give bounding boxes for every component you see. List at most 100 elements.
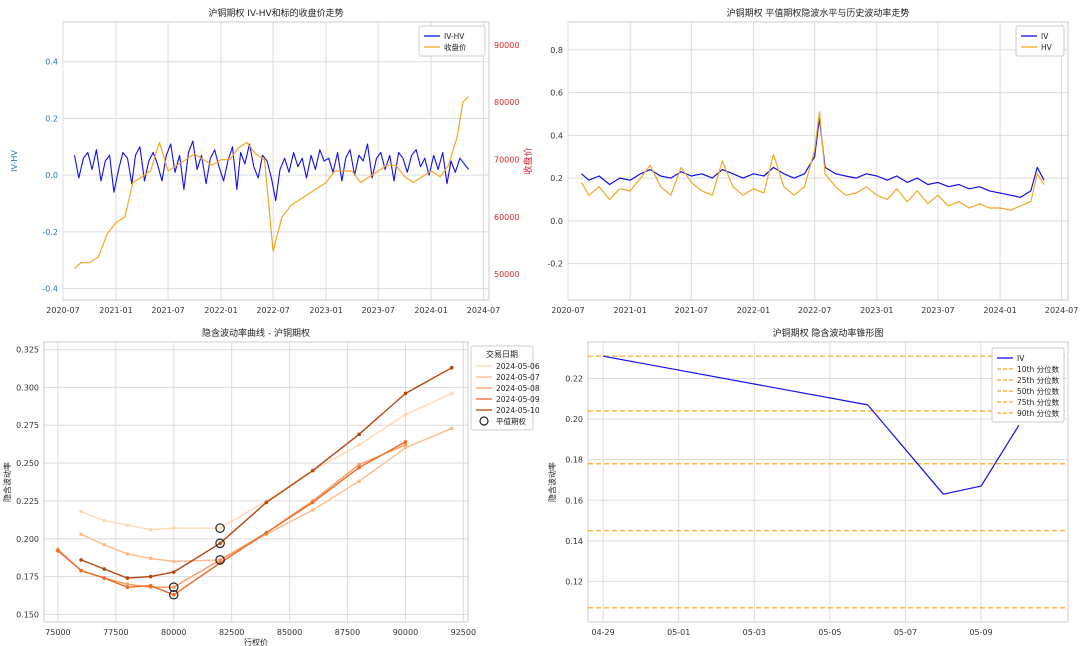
legend-label: 2024-05-08 (496, 384, 540, 393)
y2-tick-label: 90000 (494, 41, 519, 50)
series-hv-line (580, 111, 1045, 211)
y-tick-label: 0.18 (565, 456, 583, 465)
y-tick-label: -0.2 (547, 260, 563, 269)
smile-point (79, 568, 83, 573)
y2-tick-label: 60000 (494, 213, 519, 222)
legend-box (1015, 25, 1065, 57)
y-axis-label: IV-HV (10, 150, 19, 172)
smile-point (125, 585, 130, 589)
y-tick-label: 0.0 (550, 217, 563, 226)
legend-label: IV (1017, 354, 1025, 363)
x-tick-label: 2020-07 (46, 306, 79, 315)
x-tick-label: 2023-07 (361, 306, 394, 315)
smile-point (79, 532, 83, 537)
series-iv-hv-line (73, 140, 470, 202)
smile-point (264, 530, 269, 535)
y-tick-label: 0.2 (45, 114, 58, 123)
series-iv-line (602, 355, 1020, 495)
legend-box (470, 345, 534, 431)
legend-label: 平值期权 (496, 416, 526, 426)
x-tick-label: 2024-07 (467, 306, 500, 315)
legend-label: 收盘价 (444, 42, 467, 52)
x-tick-label: 90000 (393, 628, 418, 637)
smile-point (125, 582, 130, 586)
smile-point (218, 558, 222, 562)
smile-point (310, 468, 315, 473)
legend-box (418, 25, 486, 57)
y-tick-label: 0.6 (550, 89, 563, 98)
x-axis-label: 行权价 (244, 637, 268, 646)
plot-area (43, 341, 469, 623)
smile-point (148, 527, 153, 532)
plot-area (567, 21, 1069, 301)
smile-point (148, 583, 153, 588)
smile-point (449, 426, 454, 431)
smile-point (148, 556, 153, 561)
x-tick-label: 05-05 (818, 628, 841, 637)
panel-iv-hv-price: 沪铜期权 IV-HV和标的收盘价走势 2020-07 2021-01 2021-07 2… (10, 7, 534, 315)
x-tick-label: 2022-07 (256, 306, 289, 315)
y-tick-label: 0.0 (45, 171, 58, 180)
y-tick-label: 0.175 (16, 573, 39, 582)
panel-iv-smile: 隐含波动率曲线 - 沪铜期权 75000 77500 80000 82500 85000 8… (2, 327, 540, 646)
smile-point (403, 412, 408, 417)
y-tick-label: 0.16 (565, 496, 583, 505)
smile-point (218, 526, 222, 530)
atm-marker (215, 523, 225, 533)
y2-tick-label: 70000 (494, 156, 519, 165)
smile-point (310, 500, 315, 505)
plot-area (587, 341, 1069, 623)
y2-tick-label: 50000 (494, 270, 519, 279)
atm-marker (168, 589, 179, 600)
smile-point (125, 523, 130, 527)
y-tick-label: 0.20 (565, 415, 583, 424)
x-tick-label: 80000 (161, 628, 186, 637)
legend-label: IV (1041, 32, 1049, 41)
atm-marker (168, 582, 179, 592)
legend-label: 2024-05-10 (496, 406, 540, 415)
smile-point (403, 391, 408, 396)
series-close-price-line (74, 96, 470, 269)
x-tick-label: 2024-01 (983, 306, 1016, 315)
smile-point (357, 479, 361, 484)
y-tick-label: 0.2 (550, 174, 563, 183)
legend-label: 10th 分位数 (1017, 364, 1060, 374)
x-tick-label: 05-01 (667, 628, 690, 637)
x-tick-label: 05-07 (894, 628, 917, 637)
x-tick-label: 04-29 (591, 628, 614, 637)
smile-point (357, 465, 361, 470)
smile-point (79, 558, 83, 562)
y-tick-label: 0.22 (565, 375, 583, 384)
smile-point (125, 576, 130, 580)
smile-point (125, 552, 130, 556)
y-tick-label: 0.225 (16, 497, 39, 506)
y2-axis-label: 收盘价 (522, 147, 534, 174)
legend-marker (479, 416, 489, 426)
legend-label: 50th 分位数 (1017, 386, 1060, 396)
x-tick-label: 75000 (45, 628, 70, 637)
y-tick-label: 0.8 (550, 46, 563, 55)
x-tick-label: 82500 (219, 628, 244, 637)
x-tick-label: 2023-01 (309, 306, 342, 315)
panel-iv-cone: 沪铜期权 隐含波动率锥形图 04-29 05-01 05-03 05-05 05-07 05… (547, 327, 1069, 637)
y-tick-label: 0.250 (16, 459, 39, 468)
legend-label: 2024-05-06 (496, 362, 540, 371)
smile-point (310, 508, 315, 512)
x-tick-label: 2024-01 (414, 306, 447, 315)
x-tick-label: 05-09 (969, 628, 992, 637)
y-tick-label: -0.4 (42, 285, 58, 294)
plot-area (62, 21, 490, 301)
x-tick-label: 2022-01 (737, 306, 770, 315)
x-tick-label: 2022-01 (204, 306, 237, 315)
smile-point (357, 462, 361, 467)
smile-point (102, 518, 107, 523)
legend-title: 交易日期 (486, 349, 518, 359)
legend-box (991, 347, 1065, 423)
x-tick-label: 2024-07 (1045, 306, 1078, 315)
y-tick-label: 0.150 (16, 610, 39, 619)
smile-point (171, 570, 176, 574)
y-axis-label: 隐含波动率 (547, 462, 557, 502)
x-tick-label: 2022-07 (798, 306, 831, 315)
smile-point (56, 549, 60, 553)
smile-point (148, 574, 153, 579)
